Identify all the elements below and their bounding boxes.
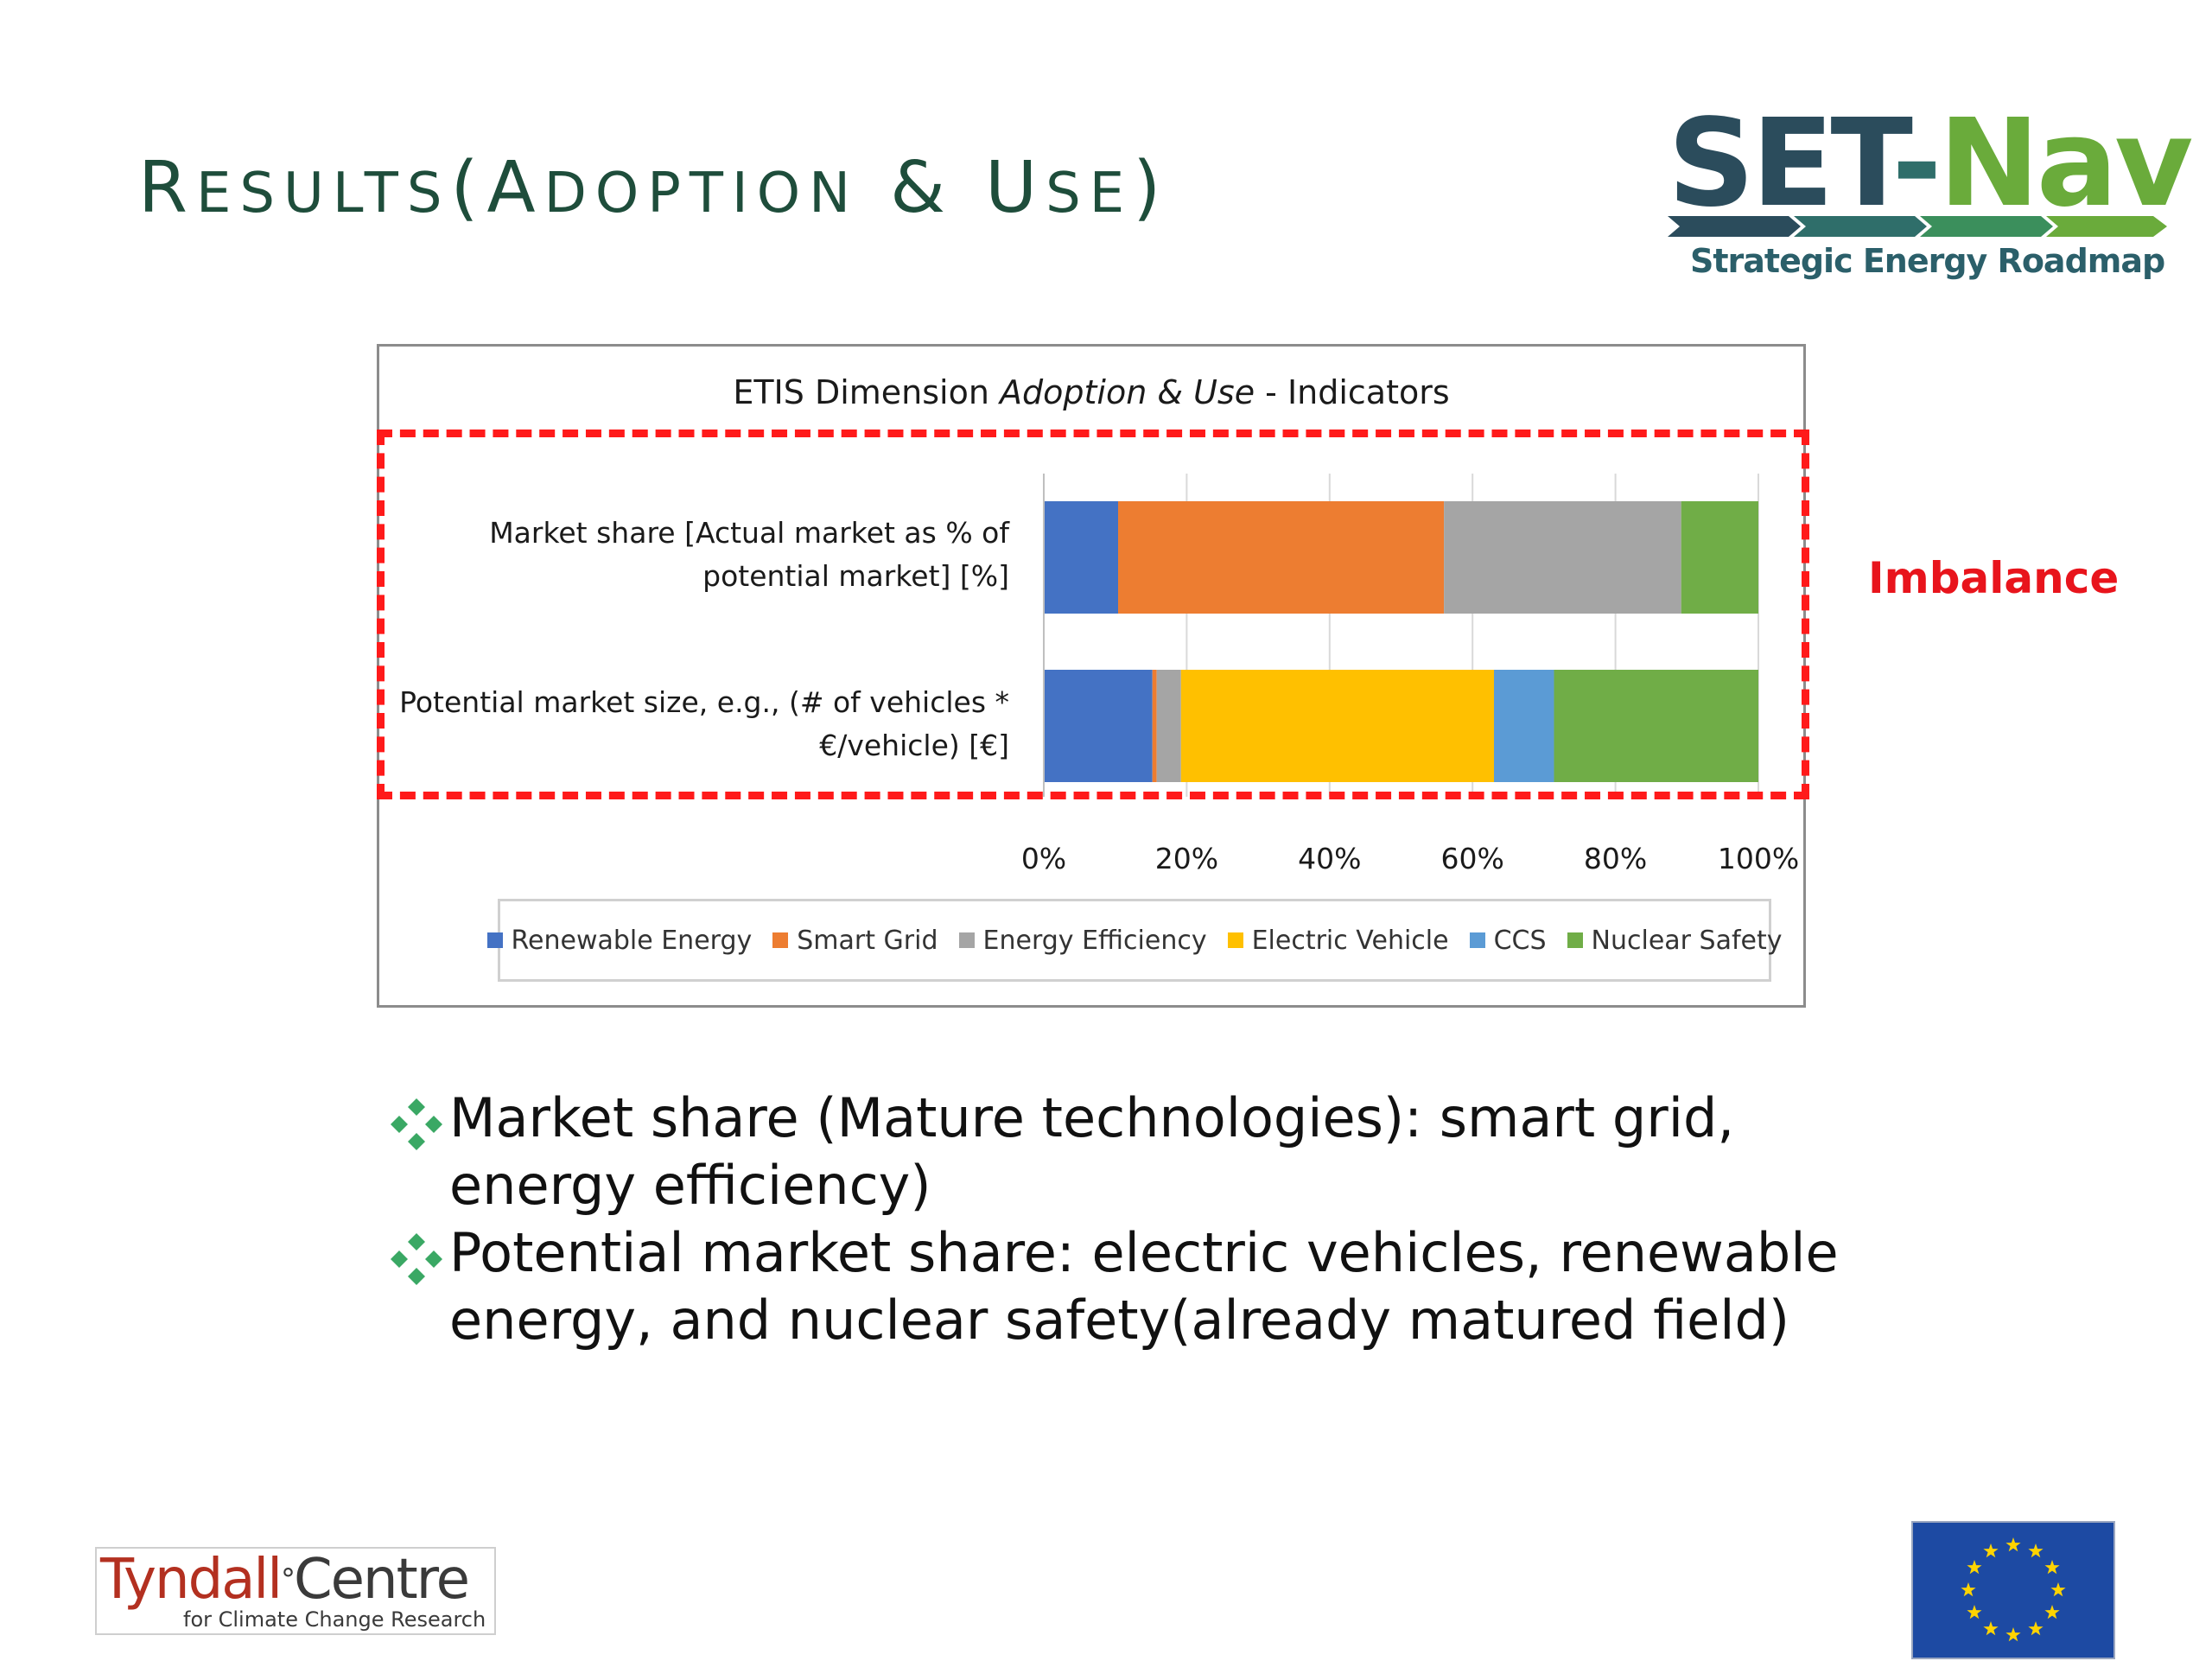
bar-segment-electric-vehicle <box>1180 670 1495 782</box>
diamond-bullet-icon <box>391 1233 442 1285</box>
category-label-market-share: Market share [Actual market as % of pote… <box>489 516 1009 593</box>
legend-swatch <box>958 932 975 948</box>
bar-segment-nuclear-safety <box>1554 670 1758 782</box>
x-tick-label: 40% <box>1298 842 1361 875</box>
eu-flag-icon <box>1911 1521 2115 1659</box>
legend-item-ccs: CCS <box>1469 926 1547 956</box>
bar-segment-smart-grid <box>1118 501 1445 614</box>
bar-segment-energy-efficiency <box>1444 501 1681 614</box>
tyndall-centre-logo: Tyndall°Centre for Climate Change Resear… <box>95 1547 496 1635</box>
bar-segment-renewable-energy <box>1044 670 1153 782</box>
eu-star-icon <box>2050 1582 2066 1597</box>
bar-segment-nuclear-safety <box>1681 501 1758 614</box>
bullet-item: Market share (Mature technologies): smar… <box>389 1085 1944 1219</box>
bar-segment-smart-grid <box>1152 670 1157 782</box>
tyndall-logo-wordmark: Tyndall°Centre <box>100 1548 470 1612</box>
eu-star-icon <box>1983 1543 1999 1558</box>
eu-flag-graphic <box>1913 1523 2113 1658</box>
x-tick-label: 20% <box>1155 842 1218 875</box>
eu-star-icon <box>2005 1537 2021 1552</box>
eu-star-icon <box>2028 1543 2044 1558</box>
x-tick-label: 80% <box>1584 842 1647 875</box>
setnav-logo-wordmark: SET-Nav <box>1668 93 2193 234</box>
legend-swatch <box>1567 932 1583 948</box>
legend-item-energy-efficiency: Energy Efficiency <box>958 926 1207 956</box>
legend-item-nuclear-safety: Nuclear Safety <box>1567 926 1783 956</box>
bar-segment-energy-efficiency <box>1156 670 1181 782</box>
bullet-text: Market share (Mature technologies): smar… <box>449 1086 1735 1217</box>
legend-item-renewable-energy: Renewable Energy <box>486 926 752 956</box>
diamond-bullet-icon <box>391 1098 442 1150</box>
eu-star-icon <box>1967 1560 1982 1575</box>
x-tick-label: 60% <box>1441 842 1504 875</box>
setnav-logo-subtitle: Strategic Energy Roadmap <box>1690 242 2165 280</box>
bar-segment-ccs <box>1494 670 1554 782</box>
legend-swatch <box>772 932 789 948</box>
eu-star-icon <box>2028 1621 2044 1636</box>
eu-star-icon <box>1983 1621 1999 1636</box>
tyndall-logo-subtitle: for Climate Change Research <box>183 1607 486 1632</box>
setnav-arrows-icon <box>1668 216 2167 237</box>
legend-item-electric-vehicle: Electric Vehicle <box>1227 926 1449 956</box>
bullet-list: Market share (Mature technologies): smar… <box>389 1085 1944 1354</box>
legend-swatch <box>1227 932 1243 948</box>
page-title: RESULTS(ADOPTION & USE) <box>138 147 1170 229</box>
eu-star-icon <box>2044 1605 2060 1620</box>
eu-star-icon <box>1967 1605 1982 1620</box>
eu-star-icon <box>2005 1627 2021 1642</box>
bullet-text: Potential market share: electric vehicle… <box>449 1221 1839 1352</box>
imbalance-highlight-box <box>377 430 1809 799</box>
bar-segment-renewable-energy <box>1044 501 1119 614</box>
chart-legend: Renewable Energy Smart Grid Energy Effic… <box>486 899 1783 982</box>
setnav-logo: SET-Nav Strategic Energy Roadmap <box>1668 104 2193 294</box>
eu-star-icon <box>2044 1560 2060 1575</box>
legend-swatch <box>1469 932 1485 948</box>
bullet-item: Potential market share: electric vehicle… <box>389 1219 1944 1354</box>
imbalance-annotation: Imbalance <box>1868 553 2120 603</box>
legend-item-smart-grid: Smart Grid <box>772 926 938 956</box>
eu-star-icon <box>1961 1582 1976 1597</box>
x-tick-label: 0% <box>1021 842 1066 875</box>
chart-title: ETIS Dimension Adoption & Use - Indicato… <box>733 373 1450 411</box>
x-tick-label: 100% <box>1718 842 1799 875</box>
category-label-potential-market-size: Potential market size, e.g., (# of vehic… <box>399 685 1009 762</box>
legend-swatch <box>486 932 503 948</box>
